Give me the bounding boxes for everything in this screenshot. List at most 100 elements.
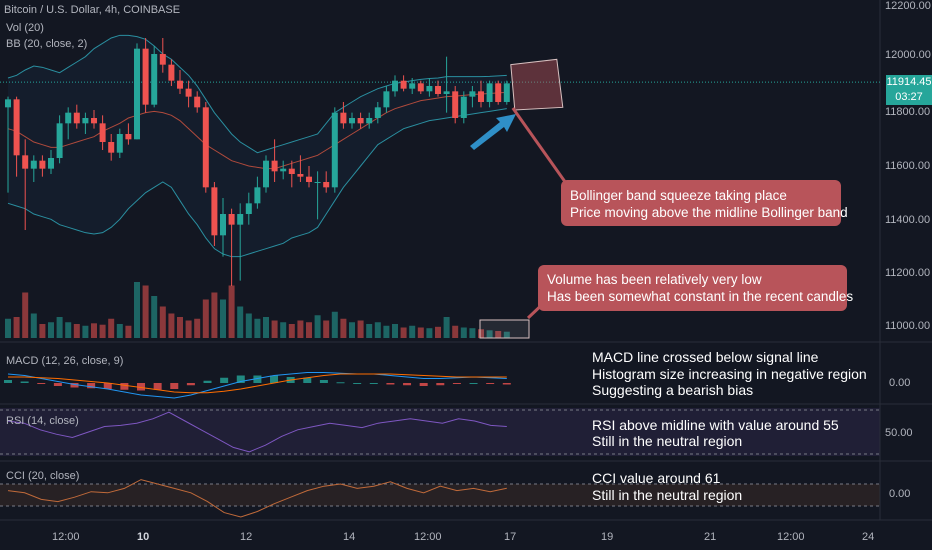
volume-highlight-box <box>479 319 530 339</box>
time-tick: 12:00 <box>777 531 805 543</box>
symbol-title: Bitcoin / U.S. Dollar, 4h, COINBASE <box>4 4 181 16</box>
candle-body <box>349 118 355 124</box>
candle-body <box>65 112 72 124</box>
volume-bar <box>383 325 390 338</box>
bollinger-callout-line1: Bollinger band squeeze taking place <box>570 188 787 203</box>
macd-histogram-bar <box>419 383 428 386</box>
macd-histogram-bar <box>53 383 62 386</box>
macd-histogram-bar <box>153 383 162 390</box>
volume-bar <box>400 327 407 338</box>
candle-body <box>48 158 54 169</box>
candle-body <box>82 118 89 124</box>
candle-body <box>56 123 63 158</box>
macd-histogram-bar <box>220 377 229 383</box>
macd-histogram-bar <box>186 383 195 386</box>
price-tick: 11800.00 <box>885 106 931 118</box>
candle-body <box>271 160 278 172</box>
candle-body <box>297 174 304 177</box>
volume-bar <box>460 327 467 338</box>
volume-bar <box>495 331 502 338</box>
candle-body <box>254 187 261 204</box>
volume-bar <box>245 313 252 338</box>
candle-body <box>417 83 424 92</box>
candle-body <box>134 48 140 140</box>
macd-histogram-bar <box>502 383 511 385</box>
cci-pane-label[interactable]: CCI (20, close) <box>6 470 80 482</box>
bb-fill <box>8 35 507 257</box>
time-tick: 14 <box>343 531 356 543</box>
volume-bar <box>503 331 510 338</box>
macd-pane-label[interactable]: MACD (12, 26, close, 9) <box>6 355 124 367</box>
candle-body <box>280 168 287 172</box>
bb-indicator-label[interactable]: BB (20, close, 2) <box>6 38 88 50</box>
time-tick: 17 <box>504 531 517 543</box>
macd-histogram-bar <box>87 383 96 389</box>
candle-body <box>202 107 209 188</box>
bb-middle-band <box>7 91 507 170</box>
price-tick: 12200.00 <box>885 0 931 12</box>
macd-histogram-bar <box>137 383 146 391</box>
macd-histogram-bar <box>452 383 461 384</box>
volume-bar <box>486 330 493 338</box>
rsi-line <box>7 411 507 453</box>
volume-indicator-label[interactable]: Vol (20) <box>6 22 44 34</box>
volume-callout-line1: Volume has been relatively very low <box>547 272 762 287</box>
volume-bar <box>91 323 97 338</box>
price-tick: 11000.00 <box>885 320 931 332</box>
volume-bar <box>168 313 175 338</box>
volume-callout-line2: Has been somewhat constant in the recent… <box>547 289 854 304</box>
volume-bar <box>443 317 450 338</box>
volume-bar <box>65 322 72 338</box>
volume-bar <box>314 315 321 338</box>
bollinger-callout-line2: Price moving above the midline Bollinger… <box>570 205 848 220</box>
time-tick: 21 <box>704 531 717 543</box>
volume-bar <box>159 306 166 338</box>
macd-signal-line <box>8 373 507 394</box>
candle-body <box>228 214 235 225</box>
projection-box <box>510 58 564 111</box>
candle-body <box>357 118 364 124</box>
candle-body <box>435 86 441 94</box>
volume-bar <box>211 292 218 338</box>
candle-body <box>469 91 476 97</box>
macd-histogram-bar <box>486 383 495 384</box>
volume-bar <box>202 299 209 338</box>
volume-bar <box>288 324 295 338</box>
bollinger-callout: Bollinger band squeeze taking place Pric… <box>561 180 848 226</box>
volume-bar <box>73 324 80 338</box>
volume-bar <box>357 320 364 338</box>
macd-histogram-bar <box>20 381 29 383</box>
volume-bar <box>56 317 63 338</box>
volume-bar <box>30 313 37 338</box>
candle-body <box>374 107 381 118</box>
candle-body <box>245 203 252 214</box>
candle-body <box>409 83 416 89</box>
volume-bar <box>469 328 476 338</box>
price-tick: 12000.00 <box>885 49 931 61</box>
macd-histogram-bar <box>253 375 262 383</box>
candle-body <box>194 96 201 108</box>
volume-bar <box>340 318 347 338</box>
bb-lower-band <box>7 108 507 258</box>
rsi-axis-tick: 50.00 <box>885 427 913 439</box>
macd-histogram-bar <box>319 380 328 383</box>
callout-pointer <box>511 107 570 187</box>
candle-body <box>314 182 321 183</box>
time-tick: 12:00 <box>52 531 80 543</box>
volume-bar <box>409 325 416 338</box>
volume-bar <box>22 292 29 338</box>
volume-bar <box>108 318 115 338</box>
rsi-band-fill <box>0 408 880 456</box>
rsi-pane-label[interactable]: RSI (14, close) <box>6 415 79 427</box>
candle-body <box>383 91 390 108</box>
price-tick: 11200.00 <box>885 267 931 279</box>
candle-body <box>177 80 183 89</box>
macd-histogram-bar <box>353 383 362 384</box>
candle-body <box>400 80 407 89</box>
rsi-note-line1: RSI above midline with value around 55 <box>592 417 839 433</box>
volume-bar <box>228 285 235 338</box>
volume-bar <box>13 317 20 338</box>
candle-body <box>185 88 192 97</box>
